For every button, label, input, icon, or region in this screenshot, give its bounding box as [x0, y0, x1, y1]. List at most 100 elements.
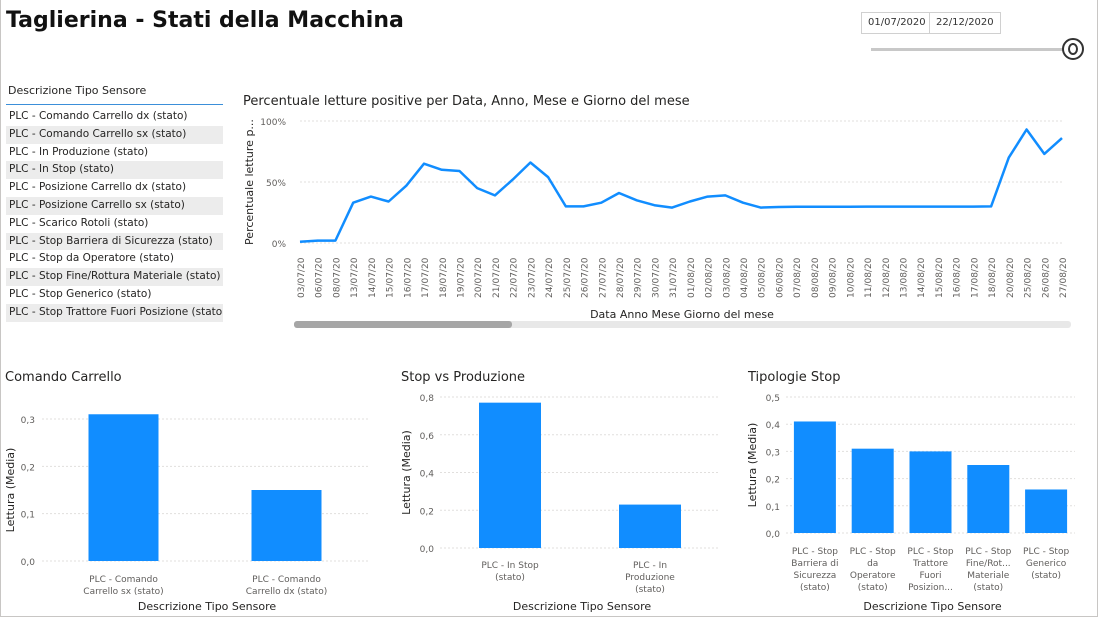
line-chart-scrollbar[interactable]: [294, 321, 1071, 328]
slicer-item[interactable]: PLC - Stop Fine/Rottura Materiale (stato…: [6, 268, 223, 286]
line-x-tick-label: 19/07/20: [456, 257, 466, 298]
date-slider-track[interactable]: [871, 48, 1071, 51]
line-x-tick-label: 20/08/20: [1006, 257, 1016, 298]
date-slider-handle[interactable]: [1062, 38, 1084, 60]
comando-bar: [88, 414, 159, 561]
line-x-tick-label: 08/07/20: [332, 257, 342, 298]
stop-prod-x-axis-label: Descrizione Tipo Sensore: [513, 600, 652, 613]
tipologie-y-axis-label: Lettura (Media): [746, 423, 759, 508]
slicer-item[interactable]: PLC - Comando Carrello sx (stato): [6, 125, 223, 144]
slicer-item[interactable]: PLC - In Stop (stato): [6, 161, 223, 180]
slicer-header: Descrizione Tipo Sensore: [8, 84, 147, 97]
comando-y-axis-label: Lettura (Media): [4, 448, 17, 533]
tipologie-bar: [1025, 489, 1068, 533]
stop-prod-y-tick-label: 0,2: [420, 507, 434, 517]
stop-prod-y-axis-label: Lettura (Media): [400, 430, 413, 515]
slicer-item[interactable]: PLC - Posizione Carrello sx (stato): [6, 196, 223, 215]
line-x-tick-label: 01/08/20: [687, 257, 697, 298]
line-y-tick-label: 0%: [272, 240, 287, 250]
line-x-tick-label: 06/07/20: [315, 257, 325, 298]
tipologie-x-tick-label: (stato): [858, 583, 888, 593]
comando-x-tick-label: PLC - Comando: [89, 575, 158, 585]
stop-prod-bar: [479, 402, 541, 548]
line-x-tick-label: 11/08/20: [864, 257, 874, 298]
comando-x-tick-label: Carrello dx (stato): [246, 587, 327, 597]
stop-prod-x-tick-label: (stato): [495, 573, 525, 583]
tipologie-x-tick-label: PLC - Stop: [1023, 547, 1069, 557]
tipologie-bar: [851, 448, 894, 533]
tipologie-y-tick-label: 0,0: [766, 530, 781, 540]
comando-bar: [251, 490, 322, 561]
line-x-tick-label: 20/07/20: [474, 257, 484, 298]
line-y-tick-label: 100%: [260, 118, 286, 128]
slicer-item[interactable]: PLC - Comando Carrello dx (stato): [9, 110, 188, 122]
tipologie-x-tick-label: Posizion...: [908, 583, 953, 593]
tipologie-x-tick-label: PLC - Stop: [907, 547, 953, 557]
comando-y-tick-label: 0,3: [21, 416, 35, 426]
line-x-tick-label: 18/07/20: [439, 257, 449, 298]
line-x-tick-label: 22/07/20: [510, 257, 520, 298]
stop-prod-x-tick-label: PLC - In: [633, 561, 667, 571]
date-end-input[interactable]: 22/12/2020: [929, 12, 1001, 34]
comando-y-tick-label: 0,1: [21, 511, 35, 521]
slicer-item[interactable]: PLC - Stop Trattore Fuori Posizione (sta…: [6, 303, 223, 322]
tipologie-x-tick-label: PLC - Stop: [965, 547, 1011, 557]
line-x-tick-label: 14/07/20: [368, 257, 378, 298]
tipologie-x-tick-label: Fuori: [919, 571, 941, 581]
line-chart-scroll-thumb[interactable]: [294, 321, 512, 328]
stop-prod-y-tick-label: 0,4: [420, 470, 435, 480]
line-x-tick-label: 17/08/20: [970, 257, 980, 298]
line-x-tick-label: 02/08/20: [705, 257, 715, 298]
line-x-tick-label: 17/07/20: [421, 257, 431, 298]
tipologie-y-tick-label: 0,4: [766, 421, 781, 431]
tipologie-bar: [967, 465, 1010, 533]
slicer-item[interactable]: PLC - Posizione Carrello dx (stato): [9, 181, 187, 194]
line-x-tick-label: 26/07/20: [581, 257, 591, 298]
line-x-tick-label: 27/07/20: [598, 257, 608, 298]
line-x-tick-label: 24/07/20: [545, 257, 555, 298]
tipologie-chart-title: Tipologie Stop: [748, 370, 841, 385]
comando-x-tick-label: Carrello sx (stato): [83, 587, 163, 597]
line-x-tick-label: 03/07/20: [297, 257, 307, 298]
line-x-tick-label: 21/07/20: [492, 257, 502, 298]
tipologie-x-tick-label: Materiale: [967, 571, 1010, 581]
line-x-tick-label: 16/07/20: [403, 257, 413, 298]
stop-prod-y-tick-label: 0,8: [420, 394, 435, 404]
line-x-tick-label: 13/07/20: [350, 257, 360, 298]
line-x-tick-label: 27/08/20: [1059, 257, 1069, 298]
comando-x-axis-label: Descrizione Tipo Sensore: [138, 600, 277, 613]
slicer-item[interactable]: PLC - In Produzione (stato): [9, 145, 149, 158]
slicer-item[interactable]: PLC - Stop Barriera di Sicurezza (stato): [6, 232, 223, 251]
tipologie-x-tick-label: PLC - Stop: [792, 547, 838, 557]
line-x-tick-label: 15/07/20: [386, 257, 396, 298]
line-x-tick-label: 23/07/20: [527, 257, 537, 298]
tipologie-x-tick-label: Barriera di: [791, 559, 838, 569]
tipologie-y-tick-label: 0,1: [766, 503, 780, 513]
slicer-item[interactable]: PLC - Stop Generico (stato): [9, 287, 152, 300]
line-x-tick-label: 25/08/20: [1024, 257, 1034, 298]
slicer-item[interactable]: PLC - Stop da Operatore (stato): [9, 252, 174, 265]
line-x-tick-label: 30/07/20: [651, 257, 661, 298]
tipologie-x-tick-label: PLC - Stop: [850, 547, 896, 557]
stop-prod-y-tick-label: 0,6: [420, 432, 435, 442]
line-x-axis-label: Data Anno Mese Giorno del mese: [590, 308, 774, 321]
slicer-list: PLC - Comando Carrello dx (stato) PLC - C…: [6, 108, 223, 322]
line-x-tick-label: 16/08/20: [953, 257, 963, 298]
tipologie-x-tick-label: Sicurezza: [793, 571, 836, 581]
line-series: [299, 128, 1063, 244]
line-x-tick-label: 26/08/20: [1041, 257, 1051, 298]
tipologie-y-tick-label: 0,2: [766, 476, 780, 486]
line-x-tick-label: 15/08/20: [935, 257, 945, 298]
line-x-tick-label: 07/08/20: [793, 257, 803, 298]
tipologie-x-axis-label: Descrizione Tipo Sensore: [863, 600, 1002, 613]
stop-prod-y-tick-label: 0,0: [420, 545, 435, 555]
slicer-item[interactable]: PLC - Scarico Rotoli (stato): [9, 216, 149, 229]
comando-y-tick-label: 0,2: [21, 463, 35, 473]
page-title: Taglierina - Stati della Macchina: [6, 8, 404, 33]
slicer-divider: [6, 104, 223, 105]
tipologie-x-tick-label: Operatore: [850, 571, 896, 581]
tipologie-y-tick-label: 0,3: [766, 448, 780, 458]
tipologie-x-tick-label: (stato): [973, 583, 1003, 593]
line-x-tick-label: 05/08/20: [758, 257, 768, 298]
